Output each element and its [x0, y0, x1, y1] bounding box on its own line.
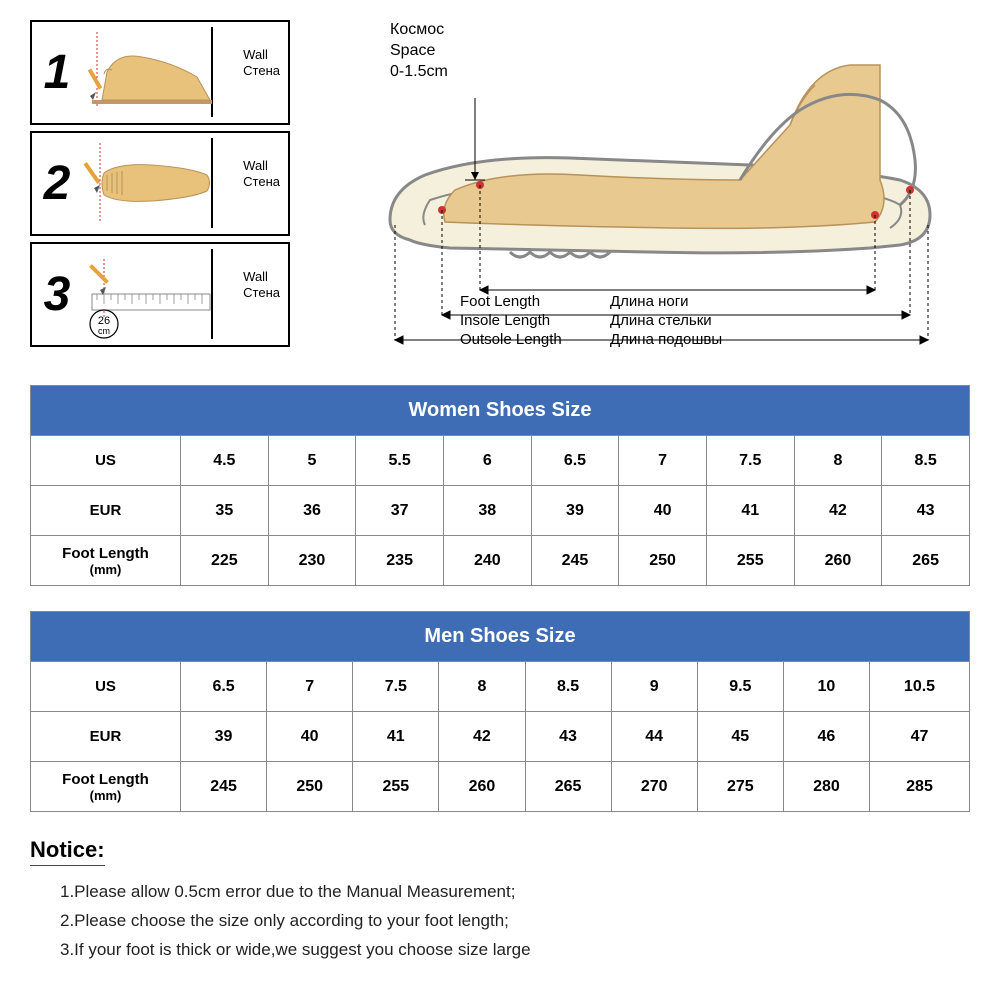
table-cell: 42	[439, 712, 525, 762]
table-row-label: Foot Length(mm)	[31, 762, 181, 812]
notice-item-3: 3.If your foot is thick or wide,we sugge…	[60, 936, 970, 965]
table-cell: 280	[783, 762, 869, 812]
table-cell: 5.5	[356, 436, 444, 486]
table-cell: 230	[268, 536, 356, 586]
table-row-label: EUR	[31, 486, 181, 536]
step-2-box: 2 Wall Стена	[30, 131, 290, 236]
table-cell: 10	[783, 662, 869, 712]
step-2-wall-label: Wall Стена	[243, 158, 280, 189]
table-cell: 260	[439, 762, 525, 812]
table-cell: 35	[181, 486, 269, 536]
step-3-wall-label: Wall Стена	[243, 269, 280, 300]
table-cell: 45	[697, 712, 783, 762]
table-cell: 43	[525, 712, 611, 762]
table-cell: 9	[611, 662, 697, 712]
table-cell: 235	[356, 536, 444, 586]
step-2-number: 2	[32, 156, 82, 211]
table-row-label: US	[31, 662, 181, 712]
notice-list: 1.Please allow 0.5cm error due to the Ma…	[30, 878, 970, 965]
dim-outsole-length: Outsole Length Длина подошвы	[460, 331, 790, 348]
step-2-illustration: Wall Стена	[82, 133, 288, 234]
table-cell: 8	[794, 436, 882, 486]
table-cell: 44	[611, 712, 697, 762]
table-row-label: US	[31, 436, 181, 486]
table-cell: 250	[619, 536, 707, 586]
men-table-title: Men Shoes Size	[31, 612, 970, 662]
table-cell: 40	[619, 486, 707, 536]
table-cell: 260	[794, 536, 882, 586]
table-cell: 6.5	[181, 662, 267, 712]
dim-foot-length: Foot Length Длина ноги	[460, 293, 790, 310]
table-cell: 265	[882, 536, 970, 586]
table-row-label: Foot Length(mm)	[31, 536, 181, 586]
table-cell: 40	[267, 712, 353, 762]
notice-item-1: 1.Please allow 0.5cm error due to the Ma…	[60, 878, 970, 907]
table-cell: 240	[443, 536, 531, 586]
table-cell: 5	[268, 436, 356, 486]
table-cell: 7.5	[353, 662, 439, 712]
table-cell: 8	[439, 662, 525, 712]
step-3-box: 3	[30, 242, 290, 347]
table-cell: 245	[531, 536, 619, 586]
shoe-diagram: Космос Space 0-1.5cm	[350, 20, 970, 360]
table-cell: 9.5	[697, 662, 783, 712]
notice-title: Notice:	[30, 837, 105, 866]
table-cell: 36	[268, 486, 356, 536]
women-table-title: Women Shoes Size	[31, 386, 970, 436]
step-3-illustration: 26 cm Wall Стена	[82, 244, 288, 345]
table-cell: 7.5	[706, 436, 794, 486]
table-cell: 255	[706, 536, 794, 586]
notice-section: Notice: 1.Please allow 0.5cm error due t…	[30, 837, 970, 965]
table-cell: 255	[353, 762, 439, 812]
table-cell: 41	[706, 486, 794, 536]
table-cell: 10.5	[870, 662, 970, 712]
step-1-illustration: Wall Стена	[82, 22, 288, 123]
table-cell: 37	[356, 486, 444, 536]
step-1-wall-label: Wall Стена	[243, 47, 280, 78]
step-1-number: 1	[32, 45, 82, 100]
table-cell: 285	[870, 762, 970, 812]
table-cell: 46	[783, 712, 869, 762]
table-cell: 6.5	[531, 436, 619, 486]
svg-text:cm: cm	[98, 326, 110, 336]
table-row-label: EUR	[31, 712, 181, 762]
step-1-box: 1 Wall Стена	[30, 20, 290, 125]
women-size-table: Women Shoes Size US4.555.566.577.588.5 EU…	[30, 385, 970, 586]
top-section: 1 Wall Стена 2	[30, 20, 970, 360]
table-cell: 38	[443, 486, 531, 536]
table-cell: 8.5	[882, 436, 970, 486]
steps-column: 1 Wall Стена 2	[30, 20, 330, 360]
men-size-table: Men Shoes Size US6.577.588.599.51010.5 EU…	[30, 611, 970, 812]
table-cell: 275	[697, 762, 783, 812]
table-cell: 41	[353, 712, 439, 762]
table-cell: 39	[181, 712, 267, 762]
table-cell: 42	[794, 486, 882, 536]
table-cell: 7	[267, 662, 353, 712]
table-cell: 7	[619, 436, 707, 486]
table-cell: 265	[525, 762, 611, 812]
table-cell: 39	[531, 486, 619, 536]
dimension-labels: Foot Length Длина ноги Insole Length Дли…	[460, 293, 790, 350]
dim-insole-length: Insole Length Длина стельки	[460, 312, 790, 329]
table-cell: 43	[882, 486, 970, 536]
notice-item-2: 2.Please choose the size only according …	[60, 907, 970, 936]
table-cell: 225	[181, 536, 269, 586]
table-cell: 250	[267, 762, 353, 812]
table-cell: 270	[611, 762, 697, 812]
step-3-number: 3	[32, 267, 82, 322]
table-cell: 245	[181, 762, 267, 812]
table-cell: 6	[443, 436, 531, 486]
table-cell: 4.5	[181, 436, 269, 486]
table-cell: 47	[870, 712, 970, 762]
table-cell: 8.5	[525, 662, 611, 712]
